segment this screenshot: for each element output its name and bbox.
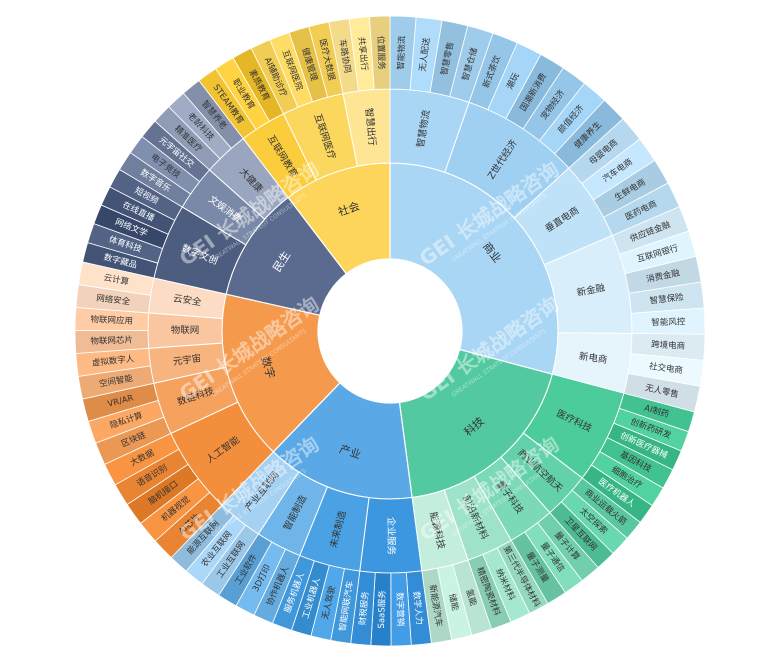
leaf-label-5-2-2: 位置服务 — [375, 35, 387, 70]
leaf-label-3-2-1: 虚拟数字人 — [91, 353, 135, 369]
leaf-label-1-4-0: 氢能 — [463, 588, 479, 608]
leaf-label-0-3-3: 智慧保险 — [649, 292, 685, 307]
leaf-label-0-4-0: 跨境电商 — [651, 339, 686, 352]
leaf-label-0-3-4: 智能风控 — [651, 316, 686, 328]
subcategory-label-3-3: 物联网 — [171, 324, 200, 336]
leaf-label-1-4-1: 储能 — [446, 593, 461, 613]
subcategory-label-3-4: 云安全 — [172, 292, 202, 308]
leaf-label-5-2-0: 车路协同 — [337, 39, 353, 74]
subcategory-label-0-4: 新电商 — [578, 350, 608, 366]
leaf-label-2-0-3: 财税服务 — [357, 590, 371, 625]
leaf-label-3-4-0: 网络安全 — [96, 293, 132, 308]
leaf-label-3-4-1: 云计算 — [103, 272, 131, 288]
sunburst-arcs — [74, 15, 706, 647]
category-label-3: 数字 — [258, 355, 278, 380]
leaf-label-0-0-0: 智能物流 — [395, 35, 407, 70]
leaf-label-5-2-1: 共享出行 — [356, 36, 370, 71]
leaf-label-3-3-0: 物联网芯片 — [90, 334, 133, 346]
category-label-2: 产业 — [338, 442, 363, 462]
subcategory-label-3-2: 元宇宙 — [172, 352, 202, 368]
subcategory-label-0-3: 新金融 — [576, 281, 607, 298]
subcategory-label-2-0: 企业服务 — [385, 517, 397, 556]
leaf-label-0-0-1: 无人配送 — [417, 37, 432, 73]
leaf-arc-5-2-2 — [369, 15, 391, 90]
subcategory-label-5-2: 智慧出行 — [363, 107, 379, 146]
leaf-label-0-4-1: 社交电商 — [648, 361, 683, 376]
leaf-label-2-0-0: 数字人力 — [411, 591, 425, 626]
category-label-5: 社会 — [336, 199, 361, 219]
leaf-label-2-0-1: 数字营销 — [394, 592, 406, 627]
center-hole — [319, 260, 461, 402]
leaf-label-2-0-2: SaaS服务 — [376, 590, 388, 629]
leaf-label-3-3-1: 物联网应用 — [90, 314, 133, 327]
